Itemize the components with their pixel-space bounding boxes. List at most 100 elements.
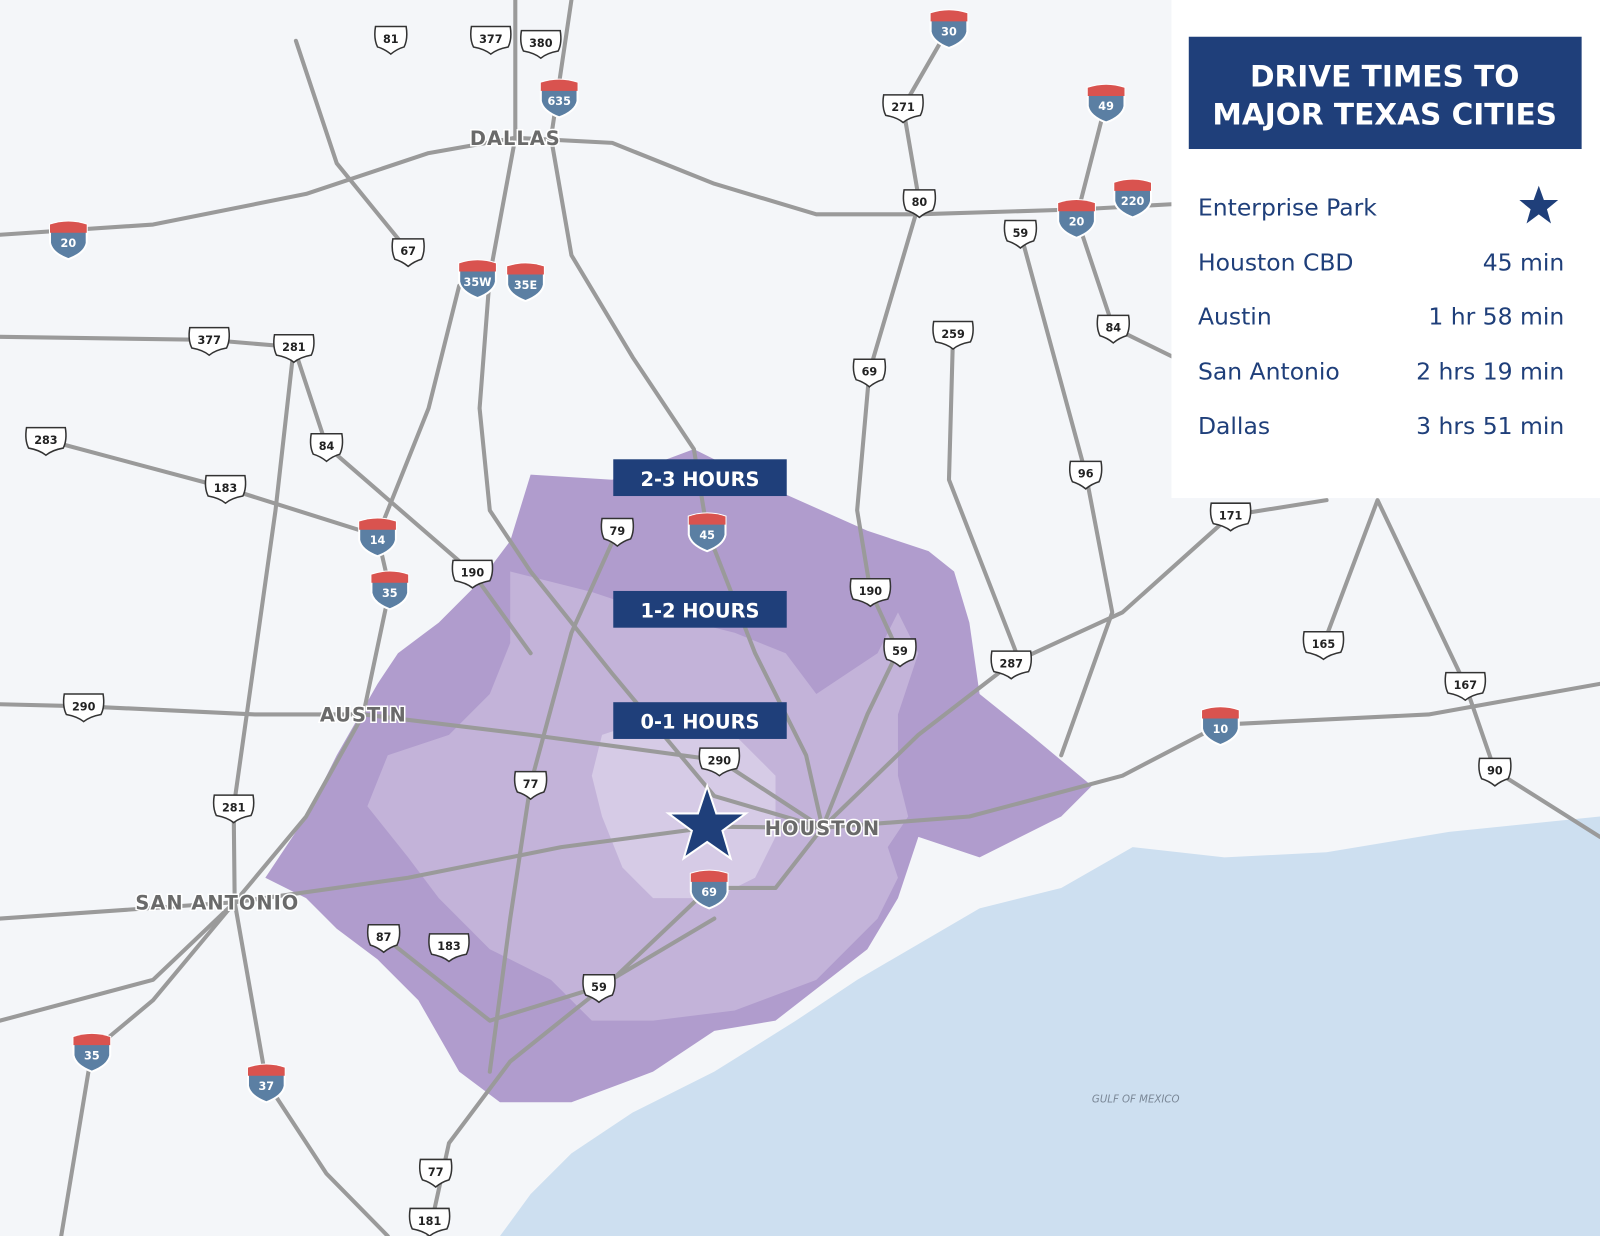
city-label-houston: HOUSTON bbox=[765, 817, 880, 840]
us-route-shield-icon: 77 bbox=[513, 770, 548, 801]
interstate-shield-icon: 10 bbox=[1201, 706, 1240, 747]
legend-row-time: 2 hrs 19 min bbox=[1416, 358, 1564, 386]
legend-row-name: San Antonio bbox=[1198, 358, 1340, 386]
us-route-shield-icon: 281 bbox=[212, 794, 255, 824]
shield-number: 80 bbox=[912, 196, 928, 209]
shield-number: 380 bbox=[529, 37, 553, 50]
us-route-shield-icon: 167 bbox=[1444, 671, 1487, 702]
shield-number: 59 bbox=[591, 981, 607, 994]
us-route-shield-icon: 183 bbox=[428, 933, 470, 963]
gulf-water bbox=[500, 816, 1600, 1236]
shield-number: 35W bbox=[464, 276, 493, 289]
us-route-shield-icon: 87 bbox=[366, 923, 401, 954]
us-route-shield-icon: 377 bbox=[469, 25, 512, 56]
us-route-shield-icon: 96 bbox=[1068, 460, 1103, 490]
interstate-shield-icon: 35 bbox=[370, 570, 410, 611]
us-route-shield-icon: 377 bbox=[188, 326, 231, 357]
legend-row-time: 45 min bbox=[1483, 248, 1565, 276]
shield-number: 79 bbox=[610, 525, 626, 538]
shield-number: 167 bbox=[1454, 679, 1477, 692]
shield-number: 220 bbox=[1121, 195, 1145, 208]
shield-number: 20 bbox=[1069, 216, 1085, 229]
city-label-san-antonio: SAN ANTONIO bbox=[135, 891, 299, 914]
shield-number: 165 bbox=[1312, 638, 1336, 651]
shield-number: 377 bbox=[479, 33, 502, 46]
us-route-shield-icon: 380 bbox=[519, 29, 562, 60]
shield-number: 287 bbox=[1000, 658, 1023, 671]
zone-label-text: 1-2 HOURS bbox=[640, 599, 759, 622]
shield-number: 259 bbox=[941, 328, 965, 341]
us-route-shield-icon: 190 bbox=[849, 577, 892, 608]
shield-number: 84 bbox=[319, 440, 335, 453]
interstate-shield-icon: 220 bbox=[1113, 178, 1153, 219]
zone-label-text: 2-3 HOURS bbox=[640, 468, 759, 491]
interstate-shield-icon: 30 bbox=[929, 9, 969, 50]
zone-label-0-1-hours: 0-1 HOURS bbox=[613, 702, 787, 739]
water-label: GULF OF MEXICO bbox=[1092, 1094, 1180, 1105]
shield-number: 77 bbox=[428, 1166, 444, 1179]
us-route-shield-icon: 59 bbox=[1003, 219, 1038, 250]
us-route-shield-icon: 90 bbox=[1478, 757, 1512, 787]
interstate-shield-icon: 20 bbox=[1057, 199, 1096, 239]
us-route-shield-icon: 259 bbox=[932, 320, 974, 351]
shield-number: 96 bbox=[1078, 468, 1094, 481]
interstate-shield-icon: 69 bbox=[689, 869, 729, 910]
shield-number: 281 bbox=[222, 801, 246, 814]
shield-number: 635 bbox=[547, 95, 571, 108]
shield-number: 69 bbox=[701, 886, 717, 899]
shield-number: 30 bbox=[941, 26, 957, 39]
us-route-shield-icon: 77 bbox=[418, 1158, 453, 1189]
us-route-shield-icon: 290 bbox=[698, 747, 741, 777]
city-label-austin: AUSTIN bbox=[320, 704, 407, 727]
us-route-shield-icon: 290 bbox=[62, 693, 105, 723]
shield-number: 290 bbox=[72, 700, 96, 713]
interstate-shield-icon: 35W bbox=[458, 259, 497, 300]
shield-number: 77 bbox=[523, 778, 539, 791]
legend-title-line2: MAJOR TEXAS CITIES bbox=[1212, 98, 1557, 132]
interstate-shield-icon: 35E bbox=[506, 262, 545, 303]
shield-number: 271 bbox=[891, 101, 915, 114]
shield-number: 67 bbox=[400, 245, 416, 258]
shield-number: 181 bbox=[418, 1215, 442, 1228]
legend-title-box bbox=[1188, 36, 1582, 150]
shield-number: 59 bbox=[892, 645, 908, 658]
legend-panel: DRIVE TIMES TO MAJOR TEXAS CITIES Enterp… bbox=[1171, 0, 1600, 499]
zone-label-2-3-hours: 2-3 HOURS bbox=[613, 459, 787, 497]
shield-number: 283 bbox=[34, 434, 57, 447]
shield-number: 90 bbox=[1487, 765, 1503, 778]
interstate-shield-icon: 35 bbox=[72, 1032, 112, 1073]
shield-number: 45 bbox=[699, 529, 715, 542]
shield-number: 35 bbox=[382, 587, 398, 600]
shield-number: 37 bbox=[259, 1080, 275, 1093]
us-route-shield-icon: 59 bbox=[883, 638, 917, 668]
shield-number: 59 bbox=[1013, 227, 1029, 240]
legend-title-line1: DRIVE TIMES TO bbox=[1250, 60, 1519, 94]
us-route-shield-icon: 171 bbox=[1209, 502, 1252, 532]
us-route-shield-icon: 281 bbox=[273, 334, 315, 364]
shield-number: 190 bbox=[461, 567, 485, 580]
us-route-shield-icon: 283 bbox=[25, 426, 67, 457]
us-route-shield-icon: 84 bbox=[309, 433, 344, 463]
zone-label-text: 0-1 HOURS bbox=[640, 711, 759, 734]
legend-row-name: Houston CBD bbox=[1198, 248, 1354, 276]
legend-row-time: 1 hr 58 min bbox=[1428, 303, 1564, 331]
interstate-shield-icon: 37 bbox=[246, 1063, 286, 1104]
shield-number: 69 bbox=[862, 366, 878, 379]
legend-row-time: 3 hrs 51 min bbox=[1416, 412, 1564, 440]
us-route-shield-icon: 181 bbox=[408, 1207, 451, 1236]
legend-row-name: Austin bbox=[1198, 303, 1272, 331]
shield-number: 183 bbox=[214, 482, 237, 495]
shield-number: 81 bbox=[383, 33, 399, 46]
us-route-shield-icon: 287 bbox=[990, 650, 1033, 680]
star-icon bbox=[1519, 185, 1559, 224]
us-route-shield-icon: 190 bbox=[451, 559, 494, 589]
shield-number: 84 bbox=[1105, 322, 1121, 335]
shield-number: 377 bbox=[197, 334, 220, 347]
shield-number: 35 bbox=[84, 1049, 100, 1062]
us-route-shield-icon: 59 bbox=[582, 973, 616, 1004]
interstate-shield-icon: 49 bbox=[1086, 83, 1126, 124]
us-route-shield-icon: 84 bbox=[1096, 314, 1131, 344]
shield-number: 183 bbox=[437, 940, 460, 953]
shield-number: 35E bbox=[514, 279, 537, 292]
us-route-shield-icon: 67 bbox=[391, 238, 425, 268]
